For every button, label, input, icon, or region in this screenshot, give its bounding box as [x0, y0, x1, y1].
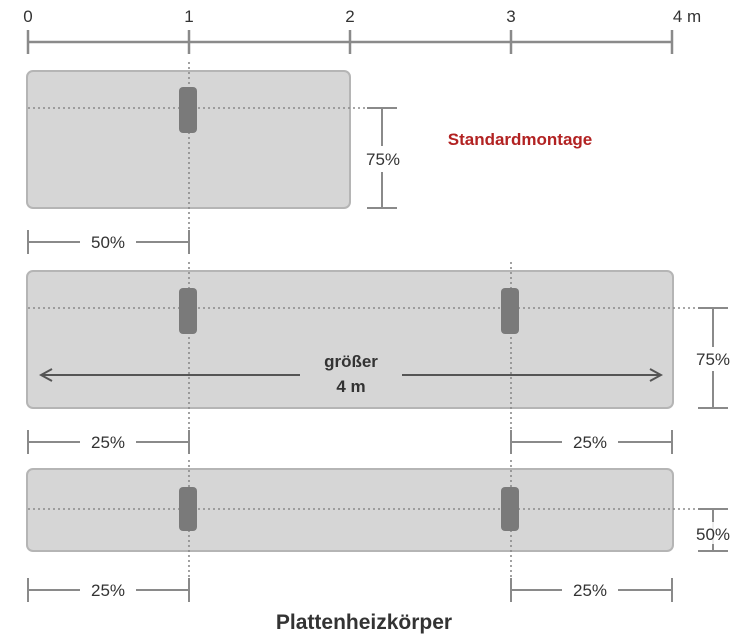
- meter-scale: 0 1 2 3 4 m: [23, 7, 701, 54]
- spacing-percent-label-right: 25%: [573, 581, 607, 600]
- spacing-percent-label: 50%: [91, 233, 125, 252]
- wall-bracket-right: [501, 487, 519, 531]
- wall-bracket-left: [179, 487, 197, 531]
- height-percent-label: 50%: [696, 525, 730, 544]
- length-label-line1: größer: [324, 352, 378, 371]
- scale-label-2: 2: [345, 7, 354, 26]
- height-percent-label: 75%: [696, 350, 730, 369]
- spacing-label-bg-left: [80, 430, 136, 454]
- radiator-panel-long: größer 4 m 75% 25% 25%: [26, 262, 736, 454]
- standard-mounting-title: Standardmontage: [448, 130, 593, 149]
- radiator-body: [26, 468, 674, 552]
- spacing-label-bg-right: [562, 430, 618, 454]
- scale-label-3: 3: [506, 7, 515, 26]
- scale-label-0: 0: [23, 7, 32, 26]
- scale-label-1: 1: [184, 7, 193, 26]
- height-label-bg: [361, 146, 405, 172]
- height-label-bg: [694, 522, 736, 544]
- wall-bracket: [179, 87, 197, 133]
- diagram-caption: Plattenheizkörper: [276, 611, 452, 634]
- height-percent-label: 75%: [366, 150, 400, 169]
- spacing-percent-label-right: 25%: [573, 433, 607, 452]
- spacing-percent-label-left: 25%: [91, 581, 125, 600]
- spacing-label-bg-right: [562, 578, 618, 602]
- spacing-label-bg-left: [80, 578, 136, 602]
- spacing-percent-label-left: 25%: [91, 433, 125, 452]
- wall-bracket-right: [501, 288, 519, 334]
- length-label-line2: 4 m: [336, 377, 365, 396]
- radiator-panel-standard: 75% Standardmontage 50%: [26, 62, 593, 254]
- wall-bracket-left: [179, 288, 197, 334]
- spacing-label-bg: [80, 230, 136, 254]
- radiator-panel-low: 50% 25% 25%: [26, 460, 736, 605]
- height-label-bg: [692, 347, 736, 371]
- scale-label-4: 4 m: [673, 7, 701, 26]
